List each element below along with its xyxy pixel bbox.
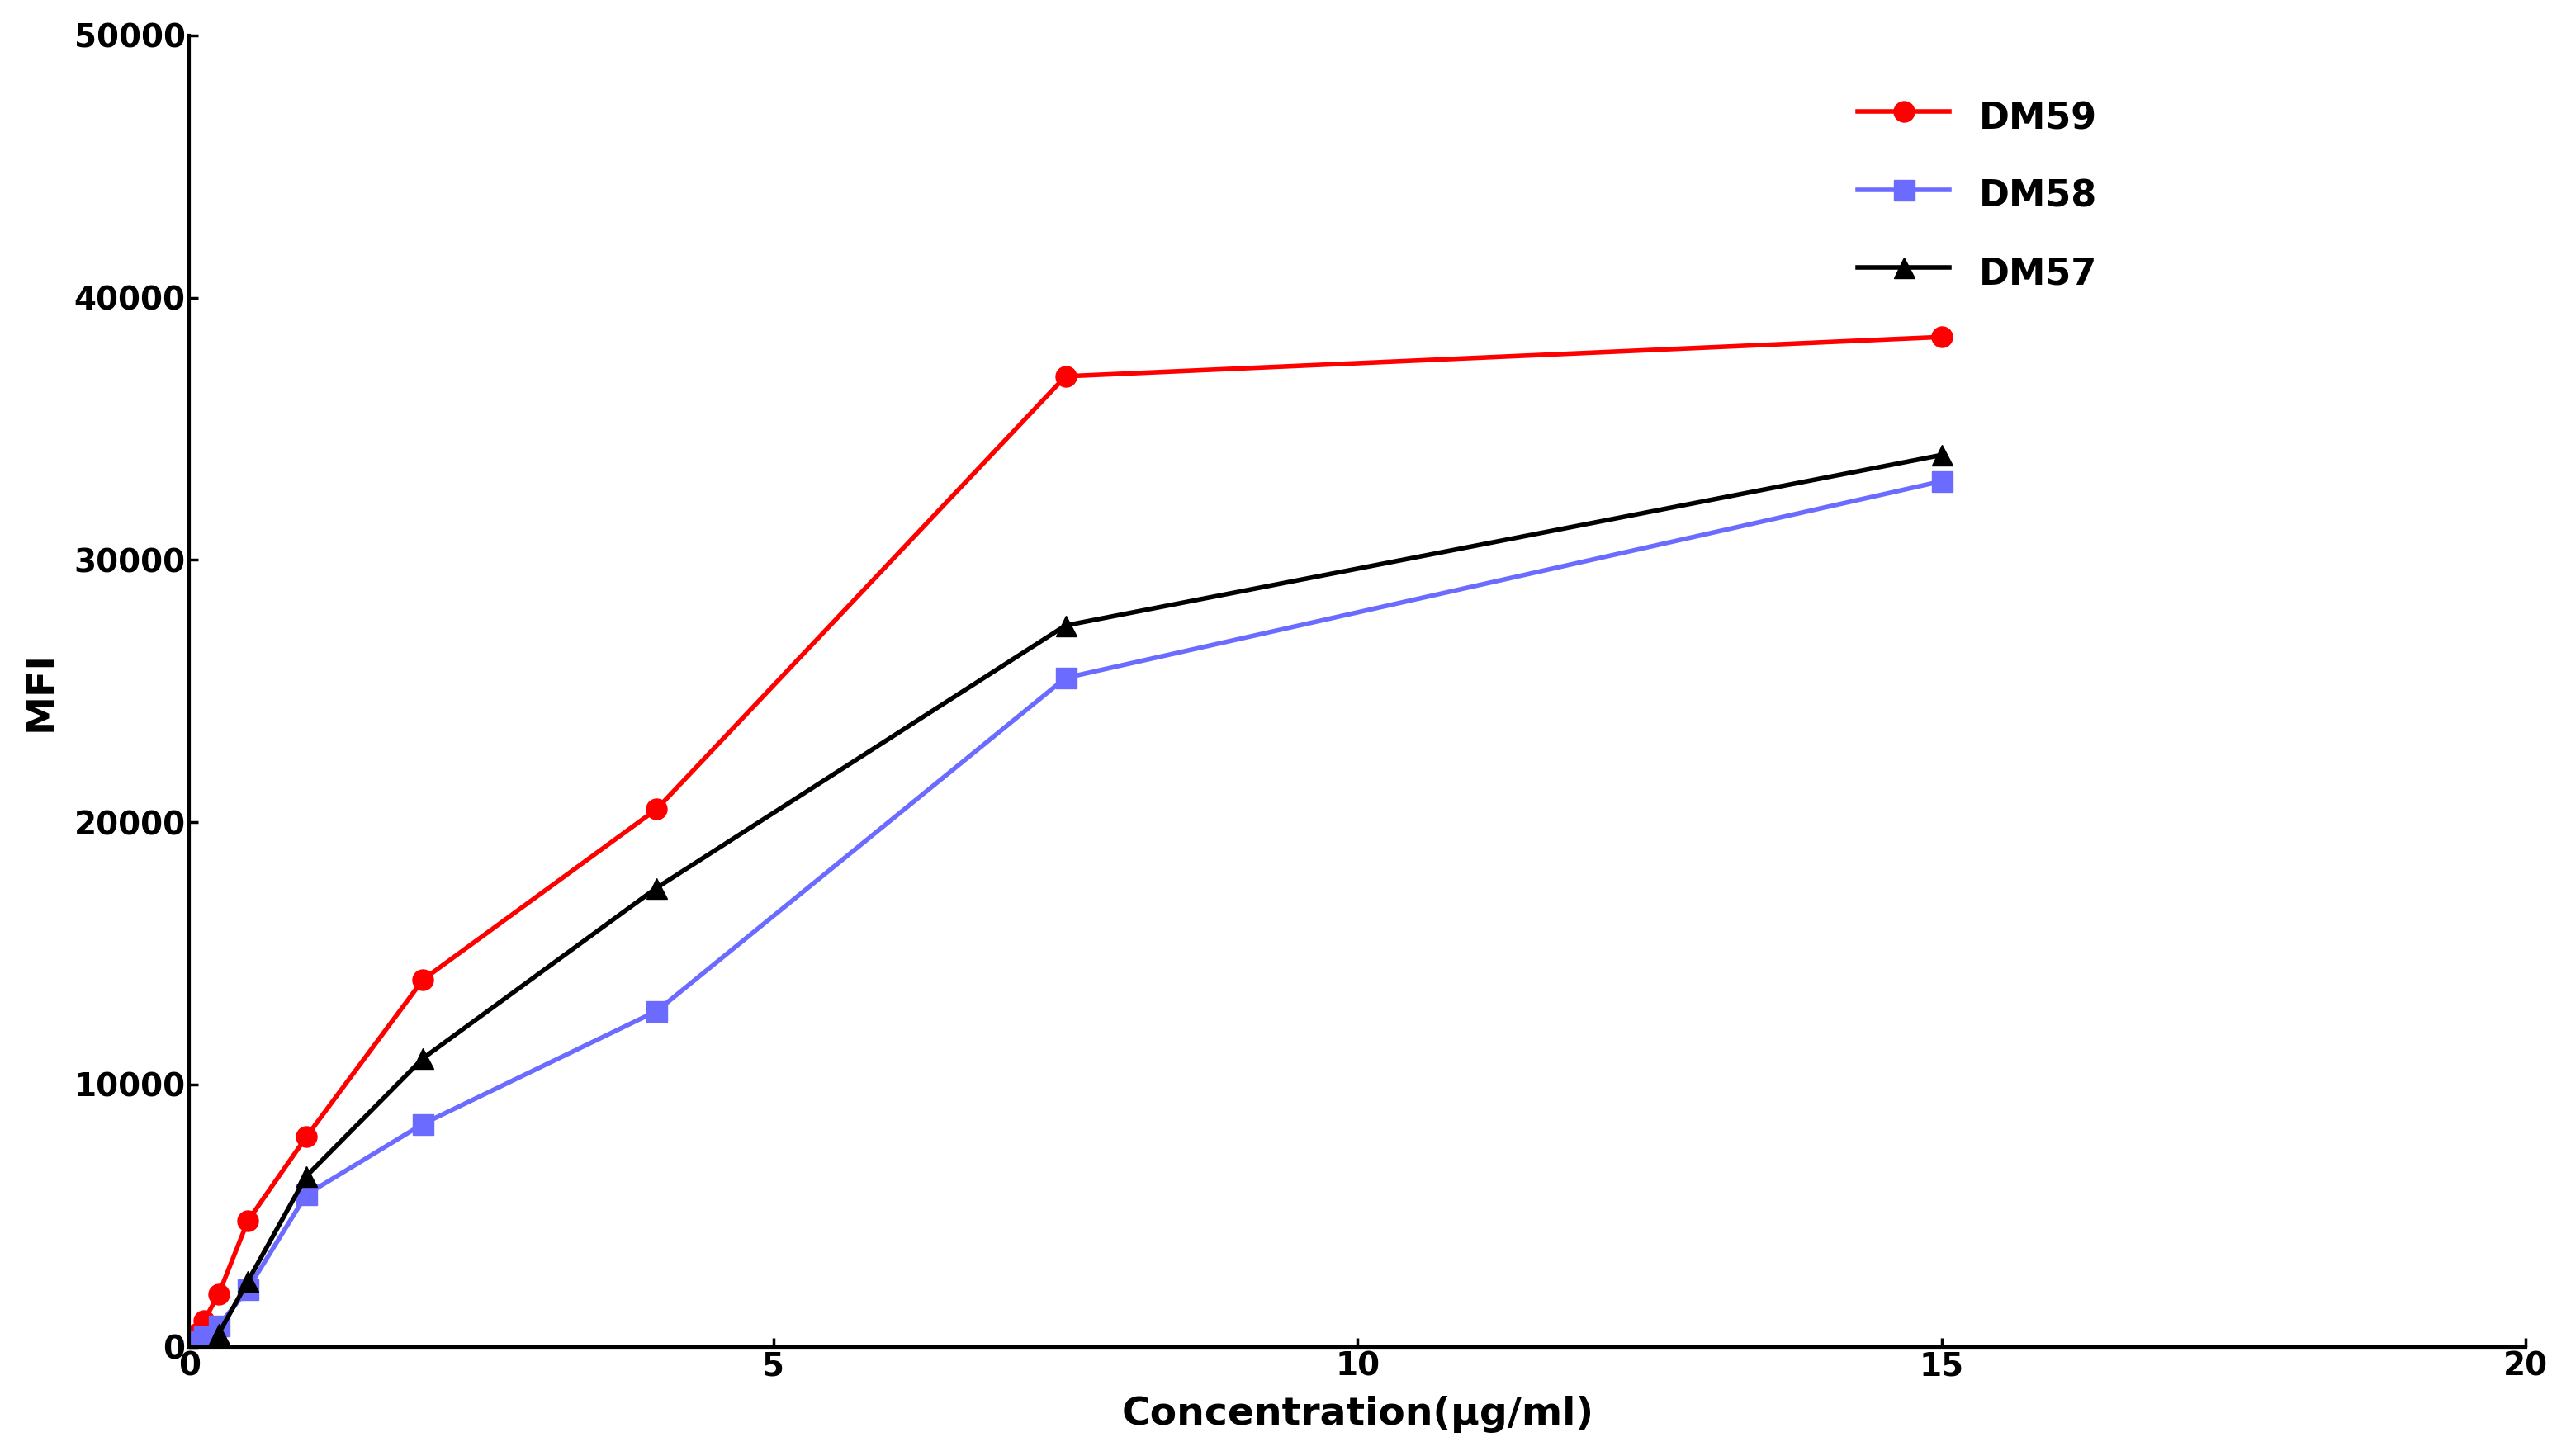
DM59 xyxy=(291,1128,321,1146)
Line: DM57: DM57 xyxy=(208,444,1951,1344)
Legend: DM59, DM58, DM57: DM59, DM58, DM57 xyxy=(1843,80,2111,310)
DM59 xyxy=(1926,328,1957,345)
X-axis label: Concentration(μg/ml): Concentration(μg/ml) xyxy=(1121,1396,1594,1433)
DM57 xyxy=(409,1050,440,1067)
DM57 xyxy=(1049,617,1080,635)
DM59 xyxy=(203,1286,234,1303)
DM59 xyxy=(640,801,671,818)
Line: DM59: DM59 xyxy=(183,326,1951,1351)
DM59 xyxy=(183,1325,213,1342)
DM59 xyxy=(188,1312,219,1329)
DM59 xyxy=(1049,367,1080,384)
DM57 xyxy=(291,1168,321,1185)
DM57 xyxy=(640,879,671,897)
DM59 xyxy=(177,1332,208,1350)
DM58 xyxy=(188,1328,219,1345)
DM57 xyxy=(231,1273,262,1290)
Line: DM58: DM58 xyxy=(183,470,1951,1354)
DM58 xyxy=(177,1335,208,1353)
DM58 xyxy=(203,1318,234,1335)
DM58 xyxy=(640,1002,671,1019)
DM59 xyxy=(231,1213,262,1230)
DM57 xyxy=(203,1325,234,1342)
DM58 xyxy=(1926,473,1957,491)
DM57 xyxy=(1926,446,1957,463)
DM58 xyxy=(291,1187,321,1204)
Y-axis label: MFI: MFI xyxy=(23,651,59,731)
DM58 xyxy=(1049,670,1080,687)
DM58 xyxy=(183,1332,213,1350)
DM58 xyxy=(409,1115,440,1133)
DM58 xyxy=(231,1280,262,1297)
DM59 xyxy=(409,971,440,989)
